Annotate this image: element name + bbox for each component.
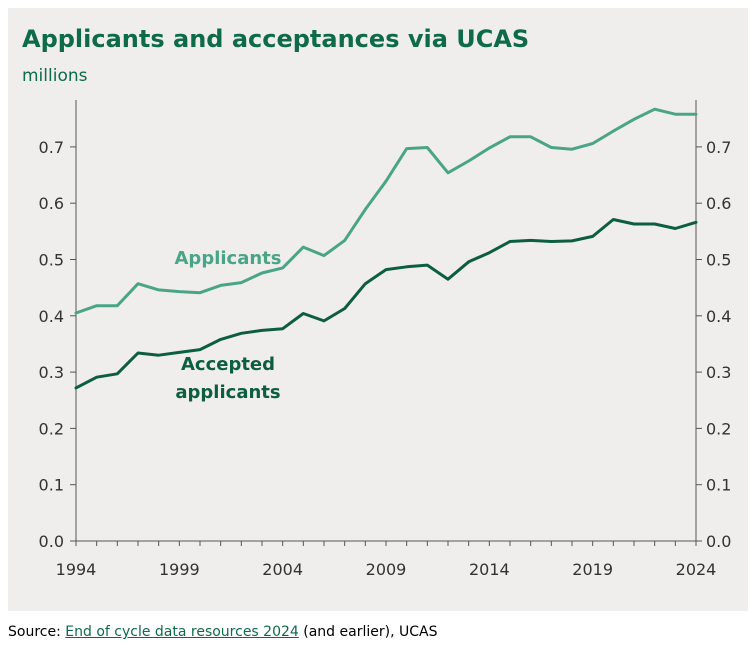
chart-title: Applicants and acceptances via UCAS (22, 25, 530, 53)
source-note: Source: End of cycle data resources 2024… (8, 624, 437, 640)
y-tick-label-right: 0.5 (706, 251, 731, 270)
accepted-applicants-label: Accepted applicants (175, 354, 280, 403)
y-tick-label-right: 0.4 (706, 307, 731, 326)
chart-panel (8, 8, 748, 611)
y-axis-unit-label: millions (22, 66, 88, 86)
series-layer (74, 107, 698, 390)
y-tick-label-left: 0.1 (39, 476, 64, 495)
series-label-line: Accepted (181, 354, 275, 375)
x-tick-label: 1994 (56, 560, 97, 579)
x-tick-label: 1999 (159, 560, 200, 579)
x-tick-label: 2024 (676, 560, 717, 579)
x-tick-label: 2004 (262, 560, 303, 579)
axes: 0.0 0.0 0.1 0.1 0.2 0.2 0.3 0.3 0.4 0.4 0.5 0.5 0.6 0… (39, 100, 731, 579)
x-tick-label: 2014 (469, 560, 510, 579)
source-link[interactable]: End of cycle data resources 2024 (65, 624, 299, 640)
y-tick-label-right: 0.2 (706, 419, 731, 438)
series-label-line: Applicants (175, 248, 282, 269)
y-tick-label-right: 0.1 (706, 476, 731, 495)
y-tick-label-left: 0.7 (39, 138, 64, 157)
line-chart: 0.0 0.0 0.1 0.1 0.2 0.2 0.3 0.3 0.4 0.4 0.5 0.5 0.6 0… (39, 100, 731, 579)
series-labels: Applicants Accepted applicants (175, 248, 282, 403)
y-tick-label-right: 0.3 (706, 363, 731, 382)
y-tick-label-left: 0.0 (39, 532, 64, 551)
series-label-line: applicants (175, 382, 280, 403)
y-tick-label-right: 0.7 (706, 138, 731, 157)
accepted-applicants-line (74, 218, 698, 390)
y-tick-label-right: 0.0 (706, 532, 731, 551)
x-tick-label: 2009 (366, 560, 407, 579)
y-tick-label-left: 0.2 (39, 419, 64, 438)
source-prefix: Source: (8, 624, 66, 640)
applicants-line (74, 107, 698, 315)
source-suffix: (and earlier), UCAS (298, 624, 438, 640)
y-tick-label-left: 0.5 (39, 251, 64, 270)
y-tick-label-left: 0.3 (39, 363, 64, 382)
y-tick-label-left: 0.4 (39, 307, 64, 326)
y-tick-label-right: 0.6 (706, 194, 731, 213)
y-tick-label-left: 0.6 (39, 194, 64, 213)
x-tick-label: 2019 (572, 560, 613, 579)
applicants-label: Applicants (175, 248, 282, 269)
